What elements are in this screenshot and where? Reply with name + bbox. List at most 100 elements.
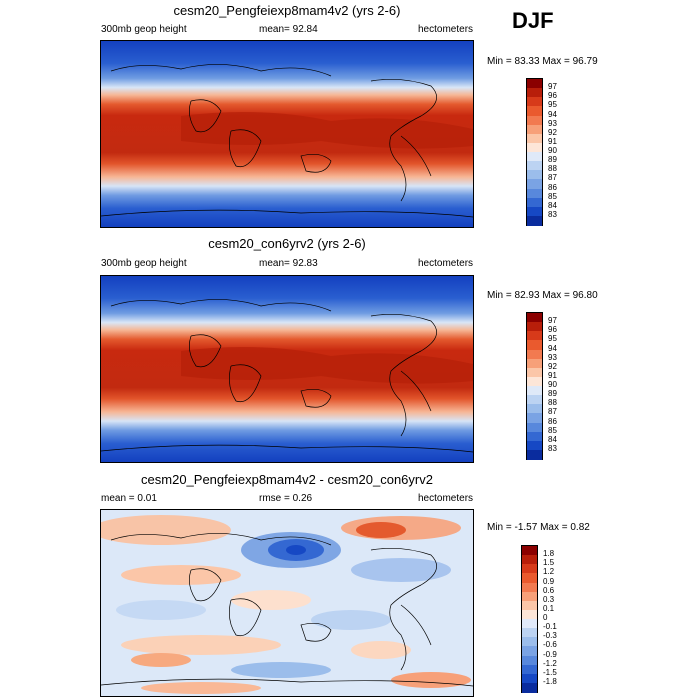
colorbar-tick-label: 88 xyxy=(548,398,557,408)
colorbar-swatch xyxy=(527,197,542,208)
colorbar-swatch xyxy=(522,546,537,556)
panel-1-colorbar xyxy=(526,78,543,226)
colorbar-swatch xyxy=(527,367,542,378)
panel-1-map xyxy=(100,40,474,228)
colorbar-tick-label: 95 xyxy=(548,100,557,110)
colorbar-tick-label: 89 xyxy=(548,389,557,399)
panel-2-mean: mean= 92.83 xyxy=(259,258,318,269)
colorbar-tick-label: -0.3 xyxy=(543,631,557,641)
colorbar-tick-label: 94 xyxy=(548,109,557,119)
colorbar-tick-label: 90 xyxy=(548,380,557,389)
colorbar-swatch xyxy=(527,142,542,153)
colorbar-tick-label: 0.1 xyxy=(543,603,555,613)
colorbar-swatch xyxy=(527,449,542,460)
colorbar-swatch xyxy=(527,88,542,98)
colorbar-swatch xyxy=(527,179,542,189)
colorbar-tick-label: 87 xyxy=(548,407,557,417)
colorbar-swatch xyxy=(527,322,542,332)
panel-2-units: hectometers xyxy=(418,258,474,269)
colorbar-tick-label: -0.6 xyxy=(543,640,557,650)
colorbar-tick-label: 97 xyxy=(548,316,557,326)
colorbar-swatch xyxy=(522,555,537,565)
colorbar-swatch xyxy=(527,215,542,226)
colorbar-swatch xyxy=(527,431,542,442)
colorbar-swatch xyxy=(527,106,542,116)
colorbar-swatch xyxy=(527,97,542,107)
anomaly-fields xyxy=(101,515,471,694)
colorbar-swatch xyxy=(527,340,542,350)
colorbar-tick-label: 94 xyxy=(548,343,557,353)
panel-3-mean: mean = 0.01 xyxy=(101,493,157,504)
colorbar-swatch xyxy=(522,655,537,666)
colorbar-swatch xyxy=(527,124,542,135)
colorbar-tick-label: 86 xyxy=(548,182,557,192)
colorbar-swatch xyxy=(522,582,537,593)
panel-3-rmse: rmse = 0.26 xyxy=(259,493,313,504)
colorbar-tick-label: 96 xyxy=(548,325,557,335)
colorbar-swatch xyxy=(522,573,537,583)
colorbar-tick-label: 83 xyxy=(548,443,557,453)
colorbar-tick-label: 83 xyxy=(548,209,557,219)
colorbar-tick-label: 93 xyxy=(548,118,557,128)
colorbar-tick-label: 91 xyxy=(548,136,557,146)
panel-3-minmax: Min = -1.57 Max = 0.82 xyxy=(487,522,590,533)
coastline-lines xyxy=(101,533,473,687)
colorbar-tick-label: 0.3 xyxy=(543,594,555,604)
colorbar-tick-label: 92 xyxy=(548,361,557,371)
panel-2-colorbar-ticks: 97 96 95 94 93 92 91 90 89 88 87 86 85 84 83 xyxy=(548,312,588,460)
colorbar-swatch xyxy=(527,170,542,180)
colorbar-tick-label: 91 xyxy=(548,370,557,380)
panel-2-title: cesm20_con6yrv2 (yrs 2-6) xyxy=(208,236,366,251)
colorbar-swatch xyxy=(527,161,542,171)
coastline-lines xyxy=(101,64,473,218)
panel-3-units: hectometers xyxy=(418,493,474,504)
colorbar-swatch xyxy=(522,600,537,611)
panel-1-title: cesm20_Pengfeiexp8mam4v2 (yrs 2-6) xyxy=(173,3,401,18)
colorbar-tick-label: 89 xyxy=(548,155,557,165)
panel-2-minmax: Min = 82.93 Max = 96.80 xyxy=(487,290,598,301)
season-label: DJF xyxy=(512,8,554,33)
colorbar-swatch xyxy=(527,395,542,405)
colorbar-swatch xyxy=(527,404,542,414)
colorbar-tick-label: 84 xyxy=(548,434,557,444)
panel-1-minmax: Min = 83.33 Max = 96.79 xyxy=(487,56,598,67)
panel-3-colorbar xyxy=(521,545,538,693)
panel-3-map xyxy=(100,509,474,697)
colorbar-swatch xyxy=(527,152,542,162)
colorbar-tick-label: 93 xyxy=(548,352,557,362)
colorbar-tick-label: -1.2 xyxy=(543,658,557,668)
panel-2-map xyxy=(100,275,474,463)
colorbar-tick-label: 86 xyxy=(548,416,557,426)
colorbar-tick-label: 1.2 xyxy=(543,567,555,577)
colorbar-tick-label: 85 xyxy=(548,425,557,435)
colorbar-swatch xyxy=(522,591,537,602)
colorbar-swatch xyxy=(522,637,537,647)
colorbar-tick-label: 87 xyxy=(548,173,557,183)
colorbar-swatch xyxy=(527,188,542,199)
colorbar-swatch xyxy=(527,313,542,323)
colorbar-swatch xyxy=(527,133,542,144)
colorbar-swatch xyxy=(522,646,537,656)
colorbar-swatch xyxy=(527,422,542,433)
colorbar-swatch xyxy=(522,664,537,675)
colorbar-swatch xyxy=(527,386,542,396)
panel-1-mean: mean= 92.84 xyxy=(259,24,318,35)
colorbar-swatch xyxy=(527,440,542,451)
panel-2-variable-label: 300mb geop height xyxy=(101,258,187,269)
colorbar-tick-label: 85 xyxy=(548,191,557,201)
colorbar-tick-label: -0.1 xyxy=(543,622,557,632)
colorbar-tick-label: 84 xyxy=(548,200,557,210)
colorbar-tick-label: 90 xyxy=(548,146,557,155)
colorbar-tick-label: -1.8 xyxy=(543,676,557,686)
colorbar-swatch xyxy=(527,206,542,217)
panel-1-variable-label: 300mb geop height xyxy=(101,24,187,35)
colorbar-tick-label: 95 xyxy=(548,334,557,344)
colorbar-swatch xyxy=(522,564,537,574)
colorbar-tick-label: 0.9 xyxy=(543,576,555,586)
colorbar-tick-label: 92 xyxy=(548,127,557,137)
panel-3-title: cesm20_Pengfeiexp8mam4v2 - cesm20_con6yr… xyxy=(141,472,433,487)
coastline-lines xyxy=(101,299,473,453)
colorbar-tick-label: -1.5 xyxy=(543,667,557,677)
colorbar-swatch xyxy=(522,619,537,629)
colorbar-swatch xyxy=(527,358,542,369)
